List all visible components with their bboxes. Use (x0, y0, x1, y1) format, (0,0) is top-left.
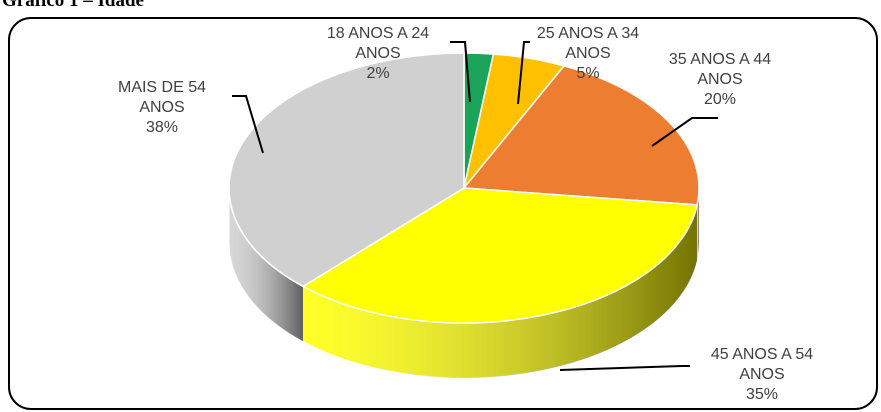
leader-line (651, 117, 718, 147)
value-label: 20% (703, 91, 737, 108)
category-label: MAIS DE 54 ANOS (117, 79, 207, 116)
data-label: 45 ANOS A 54 ANOS 35% (697, 345, 827, 405)
leader-line (450, 41, 471, 103)
slice (228, 52, 465, 288)
chart-title: Gráfico 1 – Idade (2, 0, 144, 11)
slice (462, 64, 700, 206)
data-label: 18 ANOS A 24 ANOS 2% (313, 24, 443, 84)
slice-side-shade (303, 204, 698, 378)
value-label: 5% (576, 65, 600, 82)
slice (301, 187, 699, 324)
leaders (232, 41, 718, 371)
category-label: 35 ANOS A 44 ANOS (668, 51, 772, 88)
leader-line (517, 41, 530, 105)
leader-line (232, 95, 264, 154)
value-label: 2% (366, 65, 390, 82)
data-label: 35 ANOS A 44 ANOS 20% (655, 50, 785, 110)
leader-line (559, 365, 690, 371)
data-label: MAIS DE 54 ANOS 38% (97, 78, 227, 138)
pie (228, 52, 700, 379)
value-label: 35% (745, 386, 779, 403)
slice-side-shade (229, 188, 304, 342)
data-label: 25 ANOS A 34 ANOS 5% (523, 24, 653, 84)
category-label: 25 ANOS A 34 ANOS (536, 25, 640, 62)
value-label: 38% (145, 119, 179, 136)
category-label: 45 ANOS A 54 ANOS (710, 346, 814, 383)
category-label: 18 ANOS A 24 ANOS (326, 25, 430, 62)
